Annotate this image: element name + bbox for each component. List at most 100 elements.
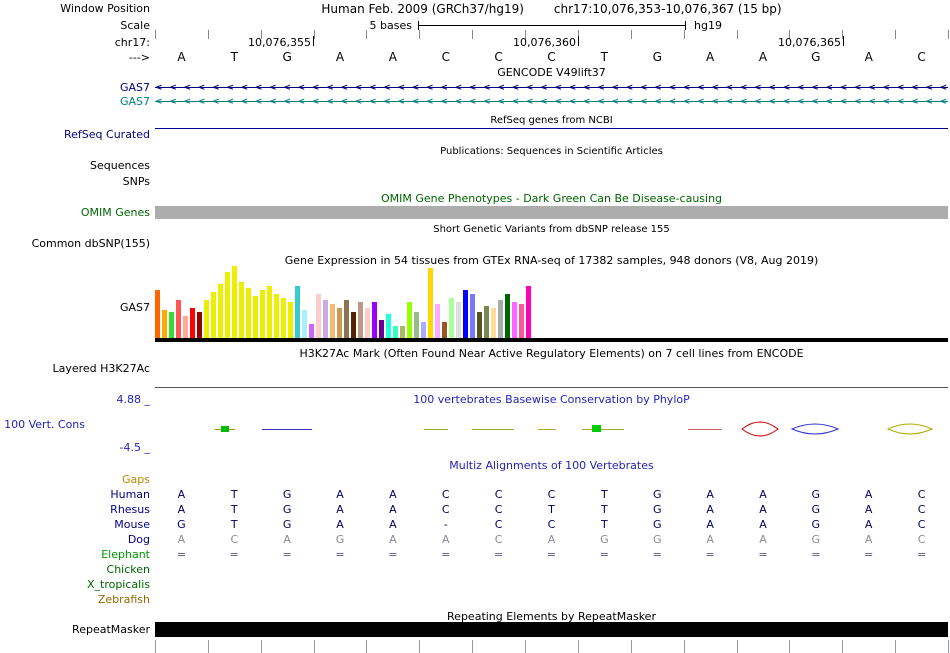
left-arrow-icon: < (383, 96, 391, 107)
gtex-tissue-bar-2[interactable] (162, 310, 167, 338)
gtex-tissue-bar-30[interactable] (358, 302, 363, 338)
repeatmasker-bar[interactable] (155, 622, 948, 637)
track-label-snps[interactable]: SNPs (122, 175, 150, 188)
track-label-sequences[interactable]: Sequences (90, 159, 150, 172)
gtex_baseline-bar[interactable] (155, 338, 948, 342)
gtex-tissue-bar-3[interactable] (169, 312, 174, 338)
left-arrow-icon: < (939, 96, 948, 107)
gtex-tissue-bar-44[interactable] (456, 302, 461, 338)
gtex-tissue-bar-6[interactable] (190, 308, 195, 338)
gtex-tissue-bar-21[interactable] (295, 286, 300, 338)
gtex-tissue-bar-43[interactable] (449, 298, 454, 338)
gtex-tissue-bar-29[interactable] (351, 312, 356, 338)
gtex-tissue-bar-19[interactable] (281, 298, 286, 338)
gtex-tissue-bar-38[interactable] (414, 312, 419, 338)
gtex-tissue-bar-42[interactable] (442, 322, 447, 338)
track-label-common-dbsnp-155[interactable]: Common dbSNP(155) (31, 237, 150, 250)
track-label-gas7[interactable]: GAS7 (119, 81, 150, 94)
gtex-tissue-bar-31[interactable] (365, 308, 370, 338)
gtex-tissue-bar-33[interactable] (379, 320, 384, 338)
gtex-tissue-bar-1[interactable] (155, 290, 160, 338)
gtex-tissue-bar-52[interactable] (512, 302, 517, 338)
gtex-tissue-bar-12[interactable] (232, 266, 237, 338)
gtex-tissue-bar-26[interactable] (330, 304, 335, 338)
gtex-tissue-bar-27[interactable] (337, 308, 342, 338)
track-label-item[interactable]: ---> (128, 51, 150, 64)
track-label-4-88[interactable]: 4.88 _ (116, 393, 151, 406)
gtex-tissue-bar-16[interactable] (260, 290, 265, 338)
gtex-tissue-bar-7[interactable] (197, 312, 202, 338)
track-label-chicken[interactable]: Chicken (106, 563, 150, 576)
gtex-tissue-bar-9[interactable] (211, 292, 216, 338)
gtex-tissue-bar-54[interactable] (526, 286, 531, 338)
track-label-mouse[interactable]: Mouse (114, 518, 150, 531)
alignment-base-elephant: = (705, 548, 715, 561)
gtex-tissue-bar-34[interactable] (386, 314, 391, 338)
gtex-tissue-bar-11[interactable] (225, 272, 230, 338)
gencode-transcript-gas7-2[interactable]: < < < < < < < < < < < < < < < < < < < < < < < < < < < < < < < < < < < < < < < <… (155, 96, 948, 108)
base-letter: C (917, 50, 926, 64)
gtex-tissue-bar-47[interactable] (477, 312, 482, 338)
track-label-refseq-curated[interactable]: RefSeq Curated (64, 128, 150, 141)
gtex-tissue-bar-23[interactable] (309, 324, 314, 338)
gtex-tissue-bar-46[interactable] (470, 294, 475, 338)
gtex-tissue-bar-53[interactable] (519, 304, 524, 338)
base-letter: G (811, 50, 821, 64)
alignment-base-dog: A (389, 533, 397, 546)
gtex-tissue-bar-17[interactable] (267, 286, 272, 338)
gtex-tissue-bar-28[interactable] (344, 300, 349, 338)
gencode-transcript-gas7-1[interactable]: < < < < < < < < < < < < < < < < < < < < < < < < < < < < < < < < < < < < < < < <… (155, 82, 948, 94)
gtex-tissue-bar-8[interactable] (204, 300, 209, 338)
gtex-tissue-bar-14[interactable] (246, 288, 251, 338)
track-label-scale[interactable]: Scale (120, 19, 150, 32)
gtex-tissue-bar-37[interactable] (407, 302, 412, 338)
gtex-tissue-bar-39[interactable] (421, 322, 426, 338)
track-label-chr17[interactable]: chr17: (114, 36, 150, 49)
gtex-tissue-bar-50[interactable] (498, 300, 503, 338)
omim_genes-bar[interactable] (155, 206, 948, 219)
gtex-tissue-bar-45[interactable] (463, 290, 468, 338)
gtex-tissue-bar-32[interactable] (372, 302, 377, 338)
track-label-rhesus[interactable]: Rhesus (110, 503, 150, 516)
gtex-tissue-bar-35[interactable] (393, 326, 398, 338)
track-label-human[interactable]: Human (110, 488, 150, 501)
track-label-elephant[interactable]: Elephant (101, 548, 150, 561)
gtex-tissue-bar-13[interactable] (239, 282, 244, 338)
track-label-x-tropicalis[interactable]: X_tropicalis (86, 578, 150, 591)
gtex-tissue-bar-15[interactable] (253, 296, 258, 338)
h3k27ac_base-line[interactable] (155, 387, 948, 388)
track-label-window-position[interactable]: Window Position (60, 2, 150, 15)
transcript-intron-line (155, 101, 948, 102)
gtex-tissue-bar-49[interactable] (491, 308, 496, 338)
phylop-conservation-plot[interactable] (155, 412, 948, 448)
track-label-omim-genes[interactable]: OMIM Genes (80, 206, 150, 219)
track-label-gas7[interactable]: GAS7 (119, 95, 150, 108)
track-label-layered-h3k27ac[interactable]: Layered H3K27Ac (52, 362, 150, 375)
track-label-repeatmasker[interactable]: RepeatMasker (72, 623, 150, 636)
left-arrow-icon: < (868, 96, 876, 107)
gtex-tissue-bar-4[interactable] (176, 300, 181, 338)
gtex-tissue-bar-24[interactable] (316, 294, 321, 338)
track-label-zebrafish[interactable]: Zebrafish (97, 593, 150, 606)
gtex-tissue-bar-41[interactable] (435, 304, 440, 338)
gtex-tissue-bar-40[interactable] (428, 268, 433, 338)
alignment-base-dog: A (441, 533, 450, 546)
gtex-tissue-bar-10[interactable] (218, 284, 223, 338)
gtex-tissue-bar-51[interactable] (505, 294, 510, 338)
gtex-tissue-bar-20[interactable] (288, 302, 293, 338)
gtex-tissue-bar-18[interactable] (274, 294, 279, 338)
track-title-publications-sequences-in-scientific-artic: Publications: Sequences in Scientific Ar… (440, 146, 663, 157)
gtex-tissue-bar-22[interactable] (302, 310, 307, 338)
track-label-100-vert-cons[interactable]: 100 Vert. Cons (4, 418, 85, 431)
track-label-4-5[interactable]: -4.5 _ (119, 441, 150, 454)
gtex-tissue-bar-48[interactable] (484, 306, 489, 338)
gtex-expression-chart[interactable] (155, 266, 533, 338)
gtex-tissue-bar-5[interactable] (183, 316, 188, 338)
track-label-dog[interactable]: Dog (127, 533, 150, 546)
left-arrow-icon: < (711, 96, 719, 107)
refseq_curated-line[interactable] (155, 128, 948, 129)
gtex-tissue-bar-36[interactable] (400, 326, 405, 338)
track-label-gas7[interactable]: GAS7 (119, 301, 150, 314)
track-label-gaps[interactable]: Gaps (122, 473, 150, 486)
gtex-tissue-bar-25[interactable] (323, 300, 328, 338)
